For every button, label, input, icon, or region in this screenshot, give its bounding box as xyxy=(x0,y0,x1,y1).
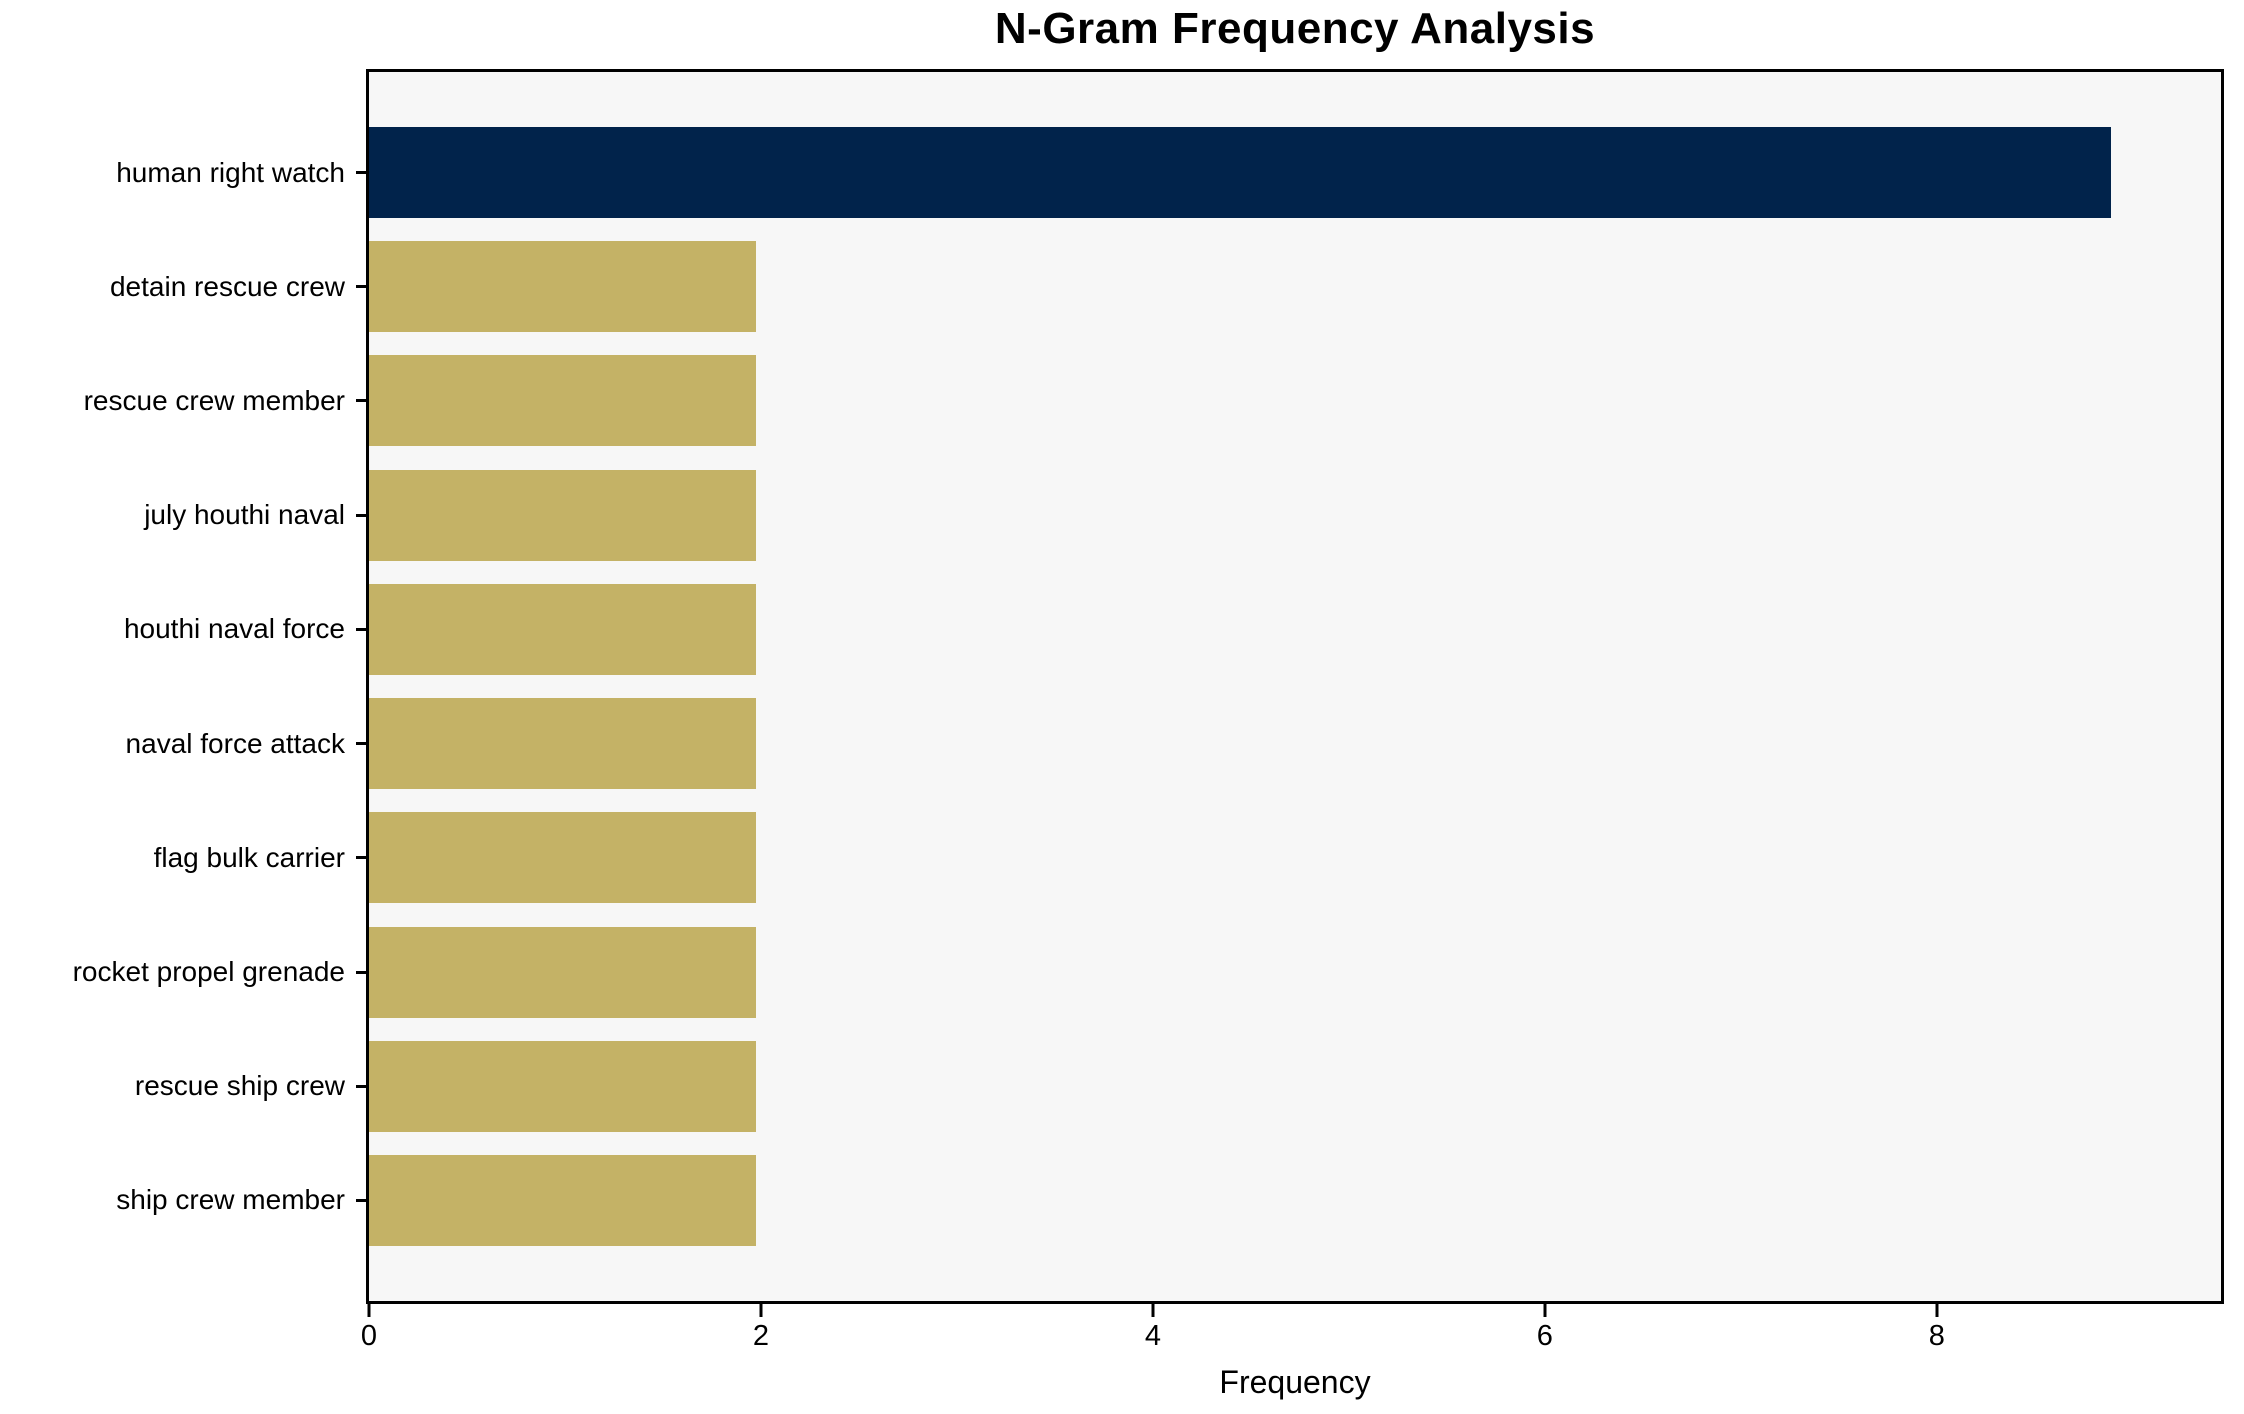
y-tick-label: ship crew member xyxy=(116,1184,345,1216)
bar-track xyxy=(369,469,2198,561)
y-tick-dash xyxy=(356,1198,369,1202)
y-tick-dash xyxy=(356,285,369,289)
chart-row: rocket propel grenade xyxy=(0,926,2221,1018)
bar xyxy=(369,1040,757,1132)
x-tick-mark xyxy=(1151,1304,1155,1317)
y-tick-mark xyxy=(345,698,369,789)
y-tick-dash xyxy=(356,856,369,860)
chart-row: july houthi naval xyxy=(0,469,2221,561)
y-tick-dash xyxy=(356,627,369,631)
bar-track xyxy=(369,241,2198,333)
y-tick-label: flag bulk carrier xyxy=(153,841,345,873)
bar xyxy=(369,812,757,904)
y-tick-dash xyxy=(356,171,369,174)
chart-row: human right watch xyxy=(0,127,2221,218)
y-tick-dash xyxy=(356,1084,369,1088)
x-axis-ticks xyxy=(367,1304,2221,1317)
bar xyxy=(369,698,757,790)
bar xyxy=(369,469,757,561)
chart-row: ship crew member xyxy=(0,1154,2221,1246)
bar xyxy=(369,1154,757,1246)
bar-track xyxy=(369,698,2198,790)
y-tick-mark xyxy=(345,584,369,675)
y-tick-mark xyxy=(345,241,369,332)
bar xyxy=(369,355,757,447)
y-tick-mark xyxy=(345,812,369,903)
chart-row: rescue ship crew xyxy=(0,1040,2221,1132)
bar xyxy=(369,926,757,1018)
chart-row: rescue crew member xyxy=(0,355,2221,447)
bar xyxy=(369,127,2111,218)
y-tick-mark xyxy=(345,470,369,561)
y-tick-dash xyxy=(356,513,369,517)
x-tick-label: 0 xyxy=(360,1320,378,1352)
x-tick-mark xyxy=(1543,1304,1547,1317)
bar xyxy=(369,241,757,333)
bar-track xyxy=(369,1040,2198,1132)
x-tick-label: 6 xyxy=(1536,1320,1553,1352)
chart-row: houthi naval force xyxy=(0,583,2221,675)
y-tick-mark xyxy=(345,127,369,218)
bar-rows: human right watch detain rescue crew rescu… xyxy=(0,72,2221,1301)
bar-track xyxy=(369,812,2198,904)
chart-title: N-Gram Frequency Analysis xyxy=(994,4,1596,53)
x-tick-label: 4 xyxy=(1144,1320,1161,1352)
x-tick-mark xyxy=(1935,1304,1939,1317)
y-tick-dash xyxy=(356,742,369,746)
y-tick-label: rocket propel grenade xyxy=(72,956,345,988)
bar-track xyxy=(369,583,2198,675)
chart-row: naval force attack xyxy=(0,698,2221,790)
bar xyxy=(369,583,757,675)
y-tick-label: rescue crew member xyxy=(83,384,345,416)
y-tick-mark xyxy=(345,355,369,446)
y-tick-label: naval force attack xyxy=(125,727,345,759)
y-tick-mark xyxy=(345,1155,369,1246)
x-tick-label: 8 xyxy=(1928,1320,1945,1352)
bar-track xyxy=(369,355,2198,447)
y-tick-label: rescue ship crew xyxy=(134,1070,345,1102)
bar-track xyxy=(369,127,2198,218)
chart-row: flag bulk carrier xyxy=(0,812,2221,904)
x-tick-mark xyxy=(759,1304,763,1317)
chart-row: detain rescue crew xyxy=(0,241,2221,333)
x-tick-label: 2 xyxy=(752,1320,770,1352)
y-tick-label: july houthi naval xyxy=(144,499,345,531)
bar-track xyxy=(369,926,2198,1018)
y-tick-dash xyxy=(356,970,369,974)
y-tick-mark xyxy=(345,1041,369,1132)
y-tick-dash xyxy=(356,399,369,403)
x-tick-mark xyxy=(367,1304,371,1317)
y-tick-label: houthi naval force xyxy=(123,613,345,645)
y-tick-label: human right watch xyxy=(116,156,345,188)
bar-track xyxy=(369,1154,2198,1246)
x-axis-tick-labels: 0 2 4 6 8 xyxy=(361,1320,2221,1360)
y-tick-label: detain rescue crew xyxy=(109,270,345,302)
x-axis-label: Frequency xyxy=(1219,1364,1371,1400)
y-tick-mark xyxy=(345,927,369,1018)
